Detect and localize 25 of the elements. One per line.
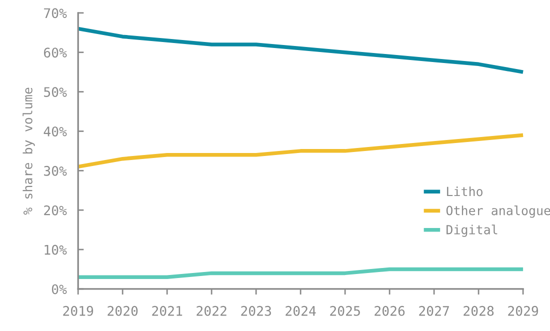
legend-label: Other analogue xyxy=(446,206,550,218)
x-tick-label: 2021 xyxy=(152,306,182,316)
y-axis-title: % share by volume xyxy=(22,88,35,215)
y-tick-label: 60% xyxy=(44,48,67,58)
x-tick-label: 2023 xyxy=(241,306,271,316)
y-tick-label: 30% xyxy=(44,166,67,176)
y-tick-label: 10% xyxy=(44,244,67,255)
line-series xyxy=(76,26,525,74)
x-tick-label: 2027 xyxy=(419,306,449,316)
y-tick-label: 0% xyxy=(52,284,67,294)
x-tick-label: 2020 xyxy=(108,306,138,316)
x-tick-label: 2028 xyxy=(464,306,494,316)
line-series xyxy=(76,133,525,169)
y-tick-label: 20% xyxy=(44,205,67,216)
x-tick-label: 2024 xyxy=(286,306,316,316)
x-tick-label: 2022 xyxy=(196,306,226,316)
legend-label: Digital xyxy=(446,224,498,237)
y-tick-label: 70% xyxy=(44,8,67,18)
y-tick-label: 50% xyxy=(44,87,67,98)
x-tick-label: 2025 xyxy=(330,306,360,316)
x-tick-label: 2026 xyxy=(374,306,405,316)
x-tick-label: 2029 xyxy=(508,306,538,316)
x-tick-label: 2019 xyxy=(63,306,94,316)
legend-label: Litho xyxy=(447,186,483,196)
y-tick-label: 40% xyxy=(44,126,67,136)
